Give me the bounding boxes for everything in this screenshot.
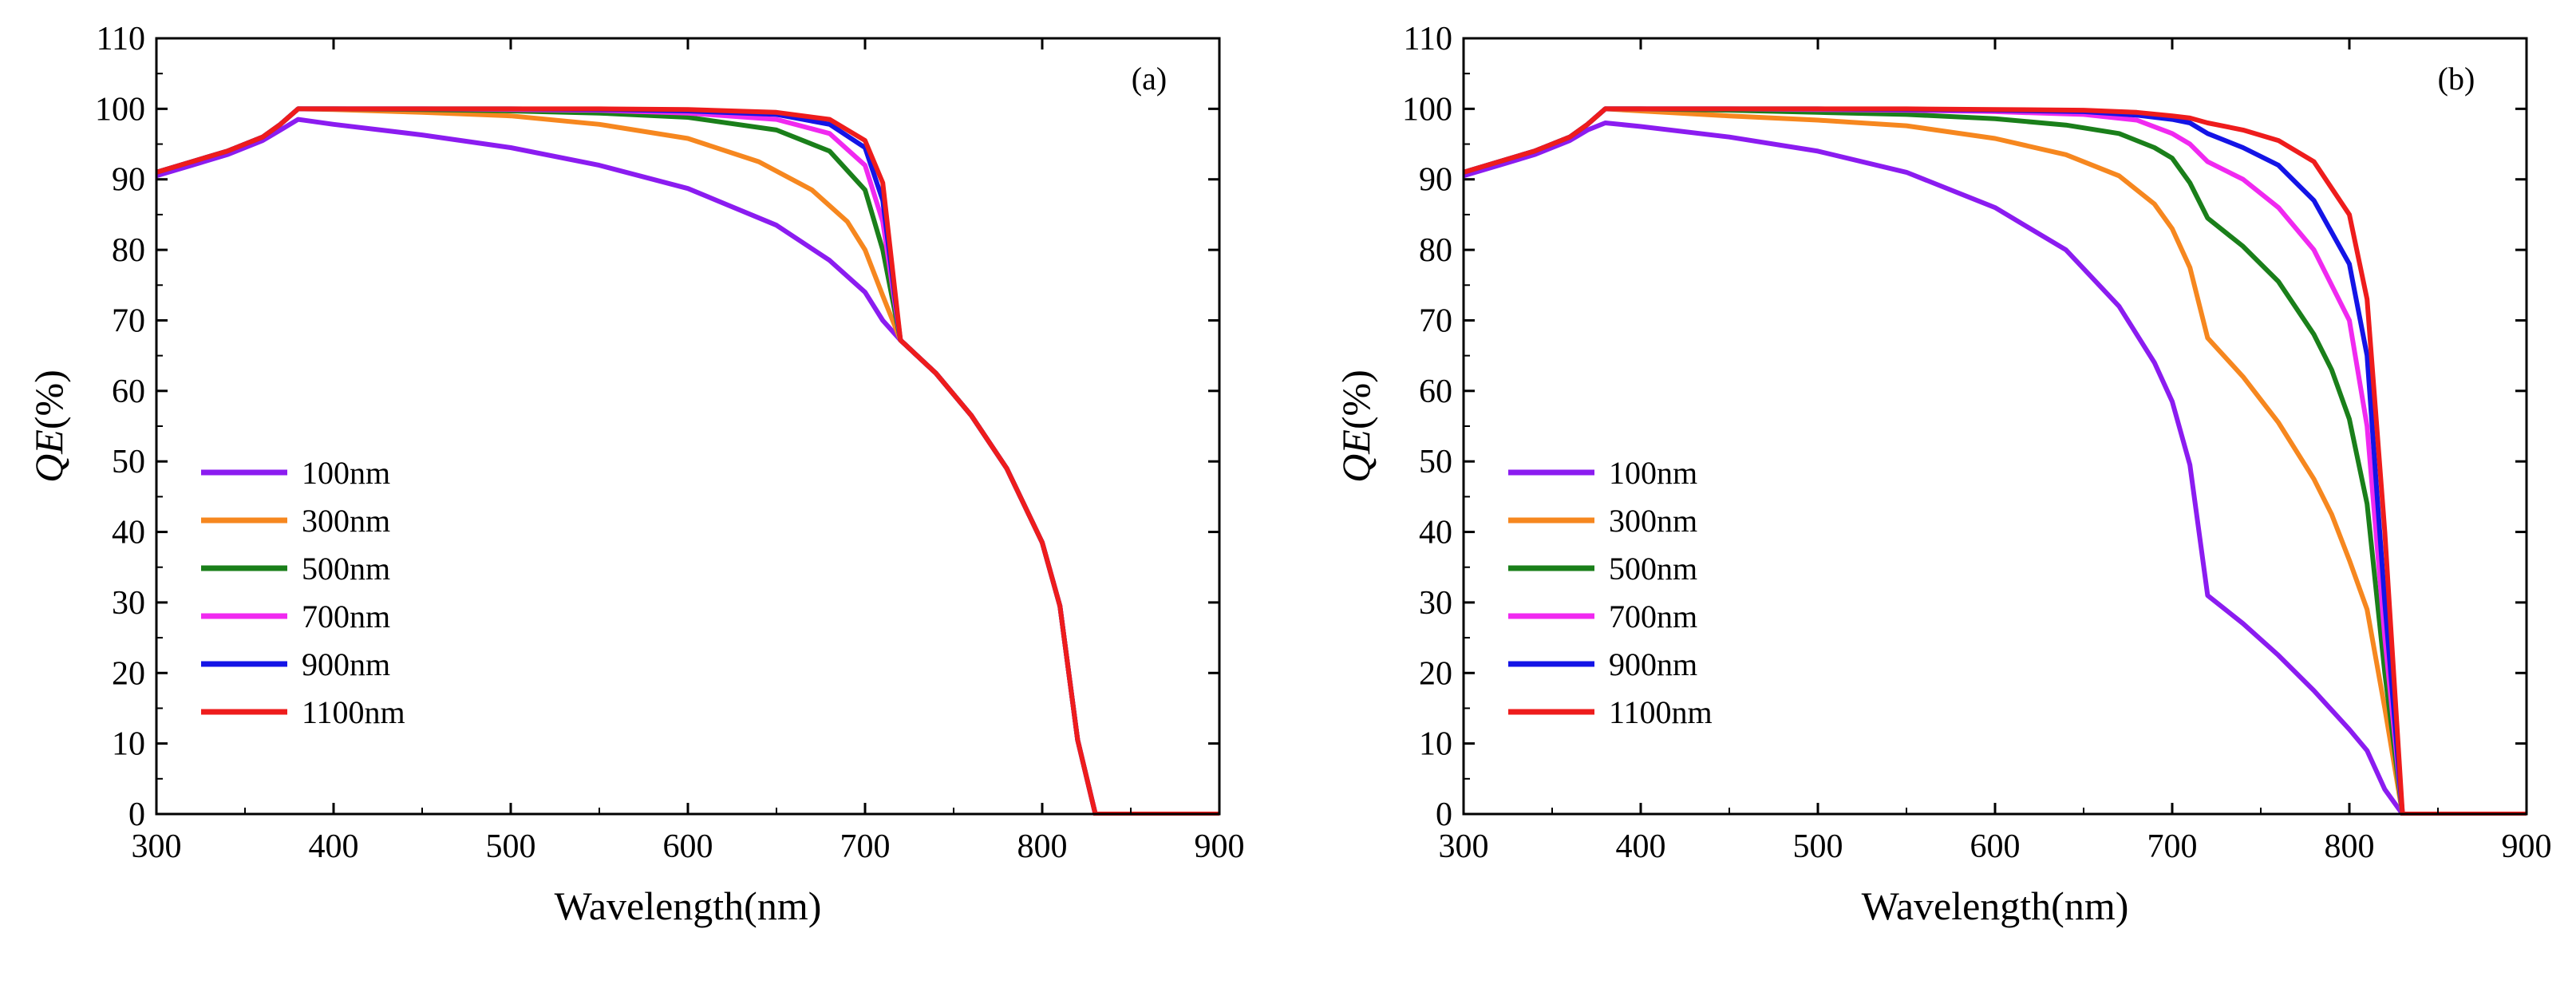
panel-a-y-tick-label: 60: [112, 373, 145, 410]
panel-b-x-tick-label: 600: [1970, 828, 2021, 865]
panel-b-y-tick-label: 30: [1419, 585, 1452, 622]
panel-b-y-tick-label: 0: [1436, 796, 1452, 833]
panel-b-legend-label-300nm: 300nm: [1609, 503, 1697, 539]
panel-a-y-tick-label: 90: [112, 162, 145, 199]
panel-b-y-axis-title: QE(%): [1333, 370, 1378, 483]
panel-a-y-tick-label: 50: [112, 444, 145, 480]
panel-b-x-axis-title: Wavelength(nm): [1862, 883, 2129, 928]
panel-b-legend-label-500nm: 500nm: [1609, 551, 1697, 587]
panel-a-x-tick-label: 900: [1195, 828, 1245, 865]
panel-b-y-tick-label: 40: [1419, 515, 1452, 551]
panel-a-x-tick-label: 800: [1017, 828, 1068, 865]
panel-a-y-tick-label: 100: [95, 91, 145, 128]
panel-a-x-tick-label: 400: [309, 828, 359, 865]
panel-a-legend-label-300nm: 300nm: [302, 503, 390, 539]
panel-a-series-line-1100nm: [156, 106, 1219, 816]
panel-a-legend-label-1100nm: 1100nm: [302, 694, 405, 730]
panel-b-x-tick-label: 900: [2502, 828, 2552, 865]
panel-a-y-axis-title-unit: (%): [26, 370, 71, 429]
panel-a-y-tick-label: 110: [97, 21, 145, 57]
panel-b-y-tick-label: 90: [1419, 162, 1452, 199]
panel-b-legend-label-900nm: 900nm: [1609, 646, 1697, 682]
panel-b-y-tick-label: 20: [1419, 655, 1452, 692]
panel-a-x-tick-label: 700: [840, 828, 891, 865]
panel-b-y-tick-label: 80: [1419, 232, 1452, 269]
panel-b-x-tick-label: 300: [1439, 828, 1489, 865]
panel-b-panel-label: (b): [2438, 61, 2475, 97]
panel-b-legend-label-1100nm: 1100nm: [1609, 694, 1713, 730]
panel-a-y-tick-label: 80: [112, 232, 145, 269]
panel-b-x-tick-label: 500: [1793, 828, 1843, 865]
panel-b-series-line-1100nm: [1464, 106, 2527, 816]
panel-b-series-group: [1464, 106, 2527, 816]
panel-a-legend-label-900nm: 900nm: [302, 646, 390, 682]
panel-a-y-axis-title-italic: QE: [26, 429, 71, 483]
panel-a-x-axis-title: Wavelength(nm): [555, 883, 822, 928]
panel-a-legend-label-700nm: 700nm: [302, 599, 390, 634]
panel-b-y-tick-label: 70: [1419, 302, 1452, 339]
panel-b-y-tick-label: 100: [1402, 91, 1452, 128]
panel-a-legend-label-100nm: 100nm: [302, 455, 390, 491]
panel-b-y-axis-title-italic: QE: [1333, 429, 1378, 483]
panel-a-y-axis-title: QE(%): [26, 370, 71, 483]
panel-b-x-tick-label: 700: [2147, 828, 2198, 865]
panel-a-y-tick-label: 10: [112, 726, 145, 763]
panel-b-y-tick-label: 60: [1419, 373, 1452, 410]
panel-b-chart: 300 400 500 600 700 800 900 0 10 20 30 40 50 60 70 80 90…: [1333, 21, 2552, 928]
panel-b-series-line-100nm: [1464, 121, 2527, 816]
panel-b-y-tick-label: 50: [1419, 444, 1452, 480]
panel-a-y-tick-label: 0: [128, 796, 145, 833]
panel-a-chart: 300 400 500 600 700 800 900 0 10 20 30 40 50 60 70 80 90…: [26, 21, 1245, 928]
panel-a-legend-label-500nm: 500nm: [302, 551, 390, 587]
panel-b-legend-label-100nm: 100nm: [1609, 455, 1697, 491]
panel-a-y-tick-label: 70: [112, 302, 145, 339]
panel-a-series-group: [156, 106, 1219, 816]
panel-a-y-tick-label: 40: [112, 515, 145, 551]
panel-a-y-tick-label: 30: [112, 585, 145, 622]
panel-b-y-tick-label: 10: [1419, 726, 1452, 763]
panel-b-y-axis-title-unit: (%): [1333, 370, 1378, 429]
panel-a-legend: 100nm 300nm 500nm 700nm 900nm 1100nm: [201, 455, 405, 730]
panel-a-x-tick-label: 500: [486, 828, 536, 865]
panel-a-x-tick-label: 600: [663, 828, 713, 865]
panel-b-x-tick-label: 400: [1616, 828, 1666, 865]
panel-b-legend-label-700nm: 700nm: [1609, 599, 1697, 634]
panel-b-x-tick-label: 800: [2325, 828, 2375, 865]
panel-b-legend: 100nm 300nm 500nm 700nm 900nm 1100nm: [1508, 455, 1713, 730]
panel-a-panel-label: (a): [1132, 61, 1167, 97]
panel-a-x-tick-label: 300: [132, 828, 182, 865]
panel-a-y-tick-label: 20: [112, 655, 145, 692]
panel-b-y-tick-label: 110: [1404, 21, 1452, 57]
